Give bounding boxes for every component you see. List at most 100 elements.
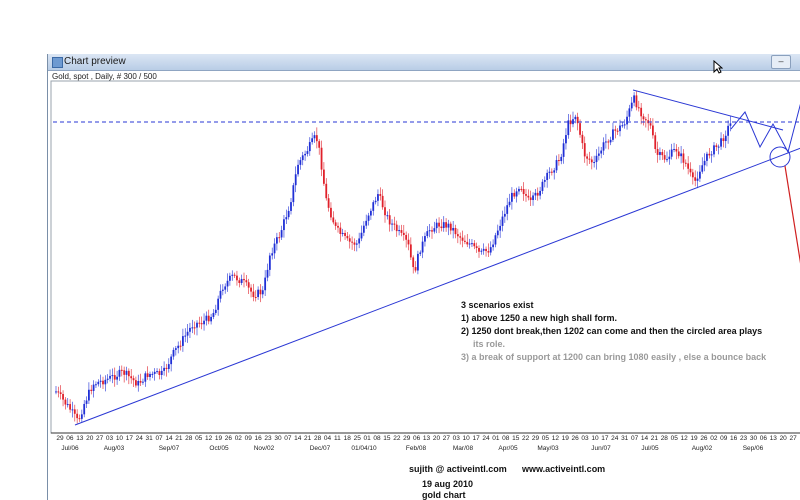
credit-author: sujith @ activeintl.com xyxy=(409,464,507,474)
x-tick-label: 17 xyxy=(472,435,480,442)
candle-body xyxy=(111,375,114,377)
x-tick-label: 05 xyxy=(542,435,550,442)
x-tick-label: 06 xyxy=(760,435,768,442)
candle-body xyxy=(409,244,412,258)
title-bar[interactable]: Chart preview – xyxy=(48,54,800,71)
x-tick-label: 23 xyxy=(264,435,272,442)
candle-body xyxy=(727,125,729,136)
candle-body xyxy=(609,139,612,143)
x-tick-label: 25 xyxy=(354,435,362,442)
candle-body xyxy=(189,327,191,332)
candle-body xyxy=(384,207,386,216)
candle-body xyxy=(182,336,184,346)
candle-body xyxy=(478,247,480,252)
x-tick-label: 04 xyxy=(324,435,332,442)
candle-body xyxy=(670,149,673,157)
candle-body xyxy=(567,120,570,136)
x-tick-label: 07 xyxy=(284,435,292,442)
x-tick-label: 21 xyxy=(175,435,183,442)
x-axis-ticks: 29 06 13 20 27 03 10 17 24 31 07 14 21 28 05 12 19 26 02 09… xyxy=(56,435,797,442)
x-tick-label: 12 xyxy=(681,435,689,442)
candle-body xyxy=(137,380,140,386)
candle-body xyxy=(379,194,382,196)
x-tick-label: 01 xyxy=(492,435,500,442)
candle-body xyxy=(99,380,102,382)
candle-body xyxy=(250,287,252,292)
candle-body xyxy=(555,160,558,171)
candle-body xyxy=(649,123,652,126)
candle-body xyxy=(370,210,372,216)
x-month-label: Dec/07 xyxy=(310,445,331,452)
candle-body xyxy=(511,192,513,202)
x-tick-label: 29 xyxy=(403,435,411,442)
window-title: Chart preview xyxy=(64,56,126,67)
x-tick-label: 05 xyxy=(671,435,679,442)
candle-body xyxy=(419,252,422,254)
candle-body xyxy=(104,379,107,385)
x-tick-label: 29 xyxy=(532,435,540,442)
candle-body xyxy=(449,223,452,231)
candle-body xyxy=(149,373,151,377)
candles xyxy=(55,90,732,424)
x-axis-month-labels: Jul/06 Aug/03 Sep/07 Oct/05 Nov/02 Dec/07 01/0… xyxy=(61,445,763,452)
candle-body xyxy=(518,188,520,192)
x-tick-label: 21 xyxy=(651,435,659,442)
chart-preview-window: Chart preview – Gold, spot , Daily, # 30… xyxy=(47,54,800,500)
candle-body xyxy=(59,392,62,395)
x-tick-label: 13 xyxy=(770,435,778,442)
candle-body xyxy=(243,278,245,281)
candle-body xyxy=(565,135,567,144)
plot-frame xyxy=(50,80,800,434)
candle-body xyxy=(92,384,95,391)
candle-body xyxy=(254,297,257,299)
candle-body xyxy=(113,375,116,380)
x-tick-label: 19 xyxy=(690,435,698,442)
candle-body xyxy=(421,241,424,253)
candle-body xyxy=(360,232,363,239)
candle-body xyxy=(214,309,217,313)
candle-body xyxy=(487,251,490,253)
candle-body xyxy=(165,367,168,370)
candle-body xyxy=(304,153,306,156)
candle-body xyxy=(529,197,532,201)
candle-body xyxy=(191,327,194,329)
minimize-button[interactable]: – xyxy=(771,55,791,69)
candle-body xyxy=(633,95,635,103)
candle-body xyxy=(534,192,537,196)
candle-body xyxy=(130,376,133,379)
candle-body xyxy=(428,230,431,232)
candle-body xyxy=(675,149,678,152)
candle-body xyxy=(135,380,137,386)
candle-body xyxy=(482,248,485,251)
candle-body xyxy=(513,192,516,197)
note-line-2b: its role. xyxy=(473,339,506,349)
candle-body xyxy=(153,371,156,374)
candle-body xyxy=(694,177,697,181)
candle-body xyxy=(388,215,391,225)
candle-body xyxy=(515,191,518,197)
x-tick-label: 06 xyxy=(66,435,74,442)
candle-body xyxy=(198,322,201,324)
candle-body xyxy=(654,135,657,150)
candle-body xyxy=(219,290,222,299)
candle-body xyxy=(471,243,473,245)
candle-body xyxy=(323,169,325,184)
x-month-label: Sep/07 xyxy=(159,445,180,452)
candle-body xyxy=(362,225,365,233)
candle-body xyxy=(71,409,74,411)
candle-body xyxy=(97,381,100,385)
candle-body xyxy=(492,244,494,248)
candle-body xyxy=(687,163,690,169)
candle-body xyxy=(689,168,692,173)
candle-body xyxy=(57,391,60,393)
candle-body xyxy=(407,239,410,245)
candle-body xyxy=(353,242,356,245)
candle-body xyxy=(480,250,483,252)
x-tick-label: 16 xyxy=(730,435,738,442)
candle-body xyxy=(640,107,643,117)
candle-body xyxy=(299,160,302,165)
candle-body xyxy=(374,200,377,203)
candle-body xyxy=(605,141,607,143)
candle-body xyxy=(562,143,565,157)
candle-body xyxy=(644,119,647,121)
